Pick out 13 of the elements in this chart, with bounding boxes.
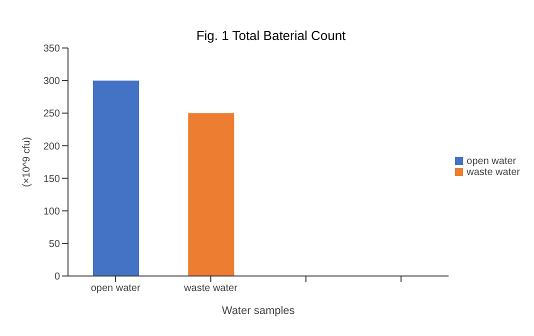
y-tick-label: 50 bbox=[48, 238, 60, 250]
x-axis-title: Water samples bbox=[222, 305, 296, 317]
y-tick-label: 200 bbox=[43, 141, 60, 152]
y-tick-label: 100 bbox=[43, 206, 60, 218]
y-tick-label: 150 bbox=[43, 174, 60, 185]
legend-label: waste water bbox=[466, 167, 520, 178]
legend-label: open water bbox=[466, 156, 516, 167]
y-tick-label: 0 bbox=[54, 272, 60, 283]
y-axis-title: (×10^9 cfu) bbox=[22, 137, 33, 187]
chart-title: Fig. 1 Total Baterial Count bbox=[195, 28, 347, 43]
y-tick-label: 350 bbox=[43, 44, 60, 55]
y-tick-label: 300 bbox=[43, 76, 60, 88]
y-tick-label: 250 bbox=[43, 108, 60, 120]
